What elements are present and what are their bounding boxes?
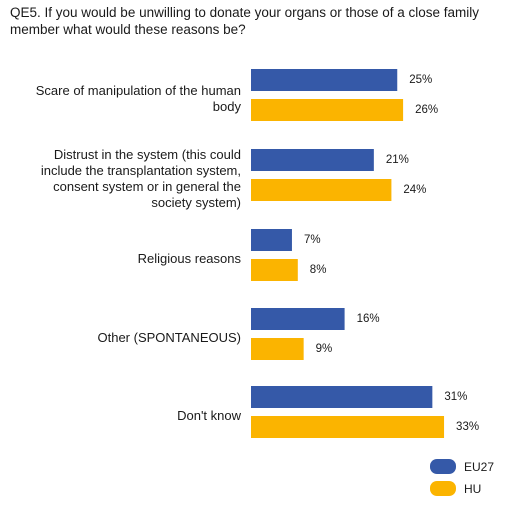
bar-hu: [251, 338, 304, 360]
category-label: Other (SPONTANEOUS): [97, 330, 241, 345]
legend-swatch-hu: [430, 481, 456, 496]
value-labels: 25% 26% 21% 24% 7% 8% 16% 9% 31% 33%: [304, 74, 479, 433]
bars: [251, 69, 445, 438]
category-label: Religious reasons: [138, 251, 242, 266]
category-label: Don't know: [177, 408, 242, 423]
data-label: 7%: [304, 234, 321, 246]
legend: EU27 HU: [430, 459, 494, 496]
category-label: body: [213, 99, 242, 114]
data-label: 31%: [444, 391, 467, 403]
data-label: 24%: [403, 184, 426, 196]
data-label: 21%: [386, 154, 409, 166]
bar-hu: [251, 259, 298, 281]
legend-swatch-eu27: [430, 459, 456, 474]
legend-label: HU: [464, 482, 481, 496]
bar-hu: [251, 416, 445, 438]
chart-title: QE5. If you would be unwilling to donate…: [10, 5, 480, 37]
category-label: include the transplantation system,: [41, 163, 241, 178]
category-label: Scare of manipulation of the human: [36, 83, 241, 98]
bar-eu27: [251, 69, 398, 91]
data-label: 9%: [316, 343, 333, 355]
bar-eu27: [251, 149, 374, 171]
bar-eu27: [251, 229, 292, 251]
legend-label: EU27: [464, 460, 494, 474]
data-label: 26%: [415, 104, 438, 116]
bar-hu: [251, 99, 404, 121]
data-label: 33%: [456, 421, 479, 433]
data-label: 25%: [409, 74, 432, 86]
category-label: society system): [151, 195, 241, 210]
bar-eu27: [251, 308, 345, 330]
data-label: 16%: [357, 313, 380, 325]
data-label: 8%: [310, 264, 327, 276]
category-label: Distrust in the system (this could: [54, 147, 241, 162]
bar-hu: [251, 179, 392, 201]
bar-eu27: [251, 386, 433, 408]
category-label: consent system or in general the: [53, 179, 241, 194]
